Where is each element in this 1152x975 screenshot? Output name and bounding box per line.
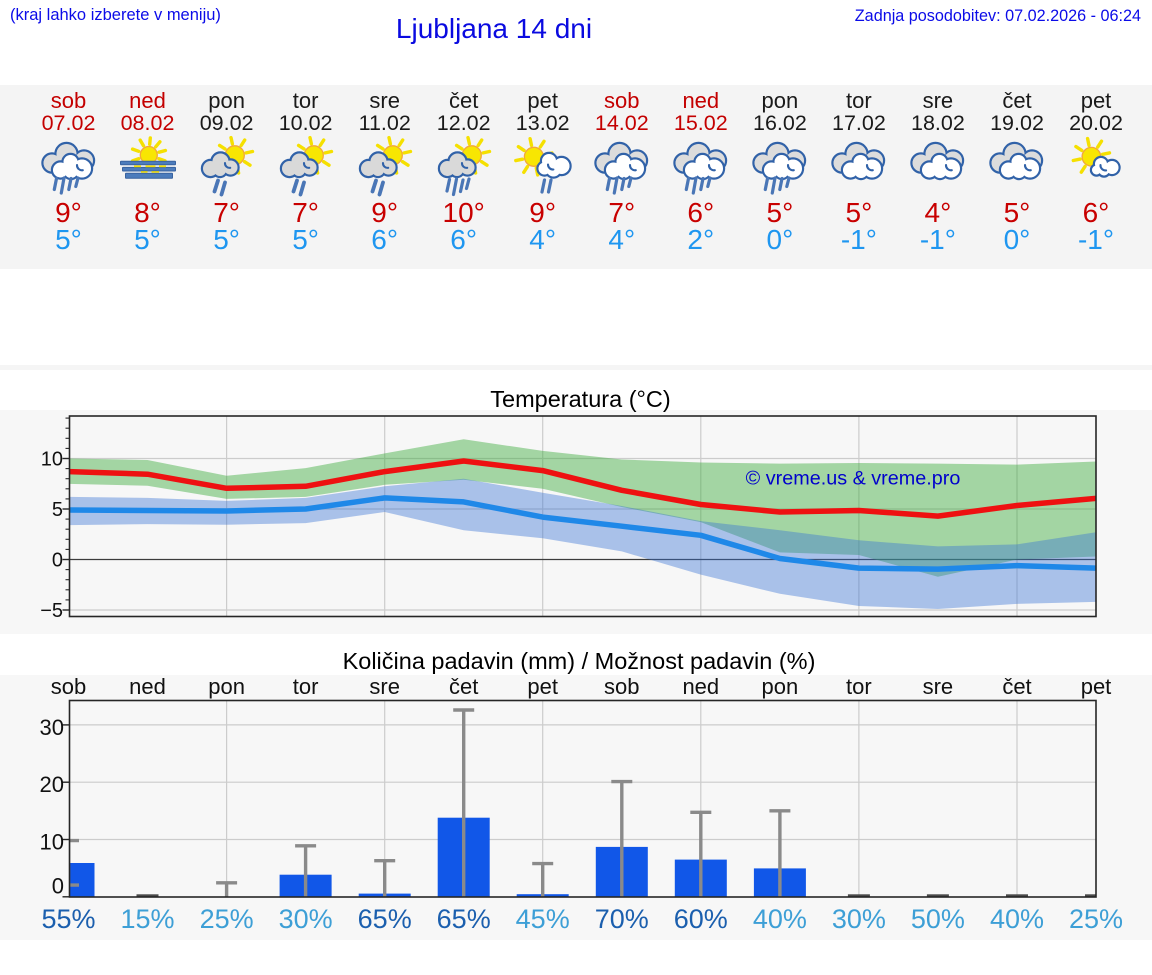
svg-text:5: 5 — [52, 499, 63, 521]
svg-text:ned: ned — [682, 674, 719, 699]
svg-text:−5: −5 — [40, 600, 63, 622]
svg-text:sob: sob — [51, 674, 86, 699]
svg-text:0: 0 — [52, 550, 63, 572]
svg-text:10: 10 — [41, 449, 63, 471]
svg-text:30: 30 — [40, 715, 64, 740]
svg-text:pet: pet — [1081, 674, 1112, 699]
svg-text:sre: sre — [369, 674, 400, 699]
svg-text:pet: pet — [527, 674, 558, 699]
svg-text:ned: ned — [129, 674, 166, 699]
svg-text:0: 0 — [52, 874, 64, 899]
svg-text:čet: čet — [1002, 674, 1031, 699]
svg-text:Količina padavin (mm) / Možnos: Količina padavin (mm) / Možnost padavin … — [343, 648, 816, 674]
svg-text:tor: tor — [846, 674, 872, 699]
svg-text:čet: čet — [449, 674, 478, 699]
svg-text:tor: tor — [293, 674, 319, 699]
svg-text:Temperatura (°C): Temperatura (°C) — [490, 386, 670, 412]
svg-text:© vreme.us & vreme.pro: © vreme.us & vreme.pro — [746, 468, 961, 490]
svg-text:sre: sre — [923, 674, 954, 699]
svg-text:sob: sob — [604, 674, 639, 699]
svg-text:10: 10 — [40, 830, 64, 855]
svg-text:pon: pon — [762, 674, 799, 699]
svg-text:pon: pon — [208, 674, 245, 699]
svg-text:20: 20 — [40, 772, 64, 797]
